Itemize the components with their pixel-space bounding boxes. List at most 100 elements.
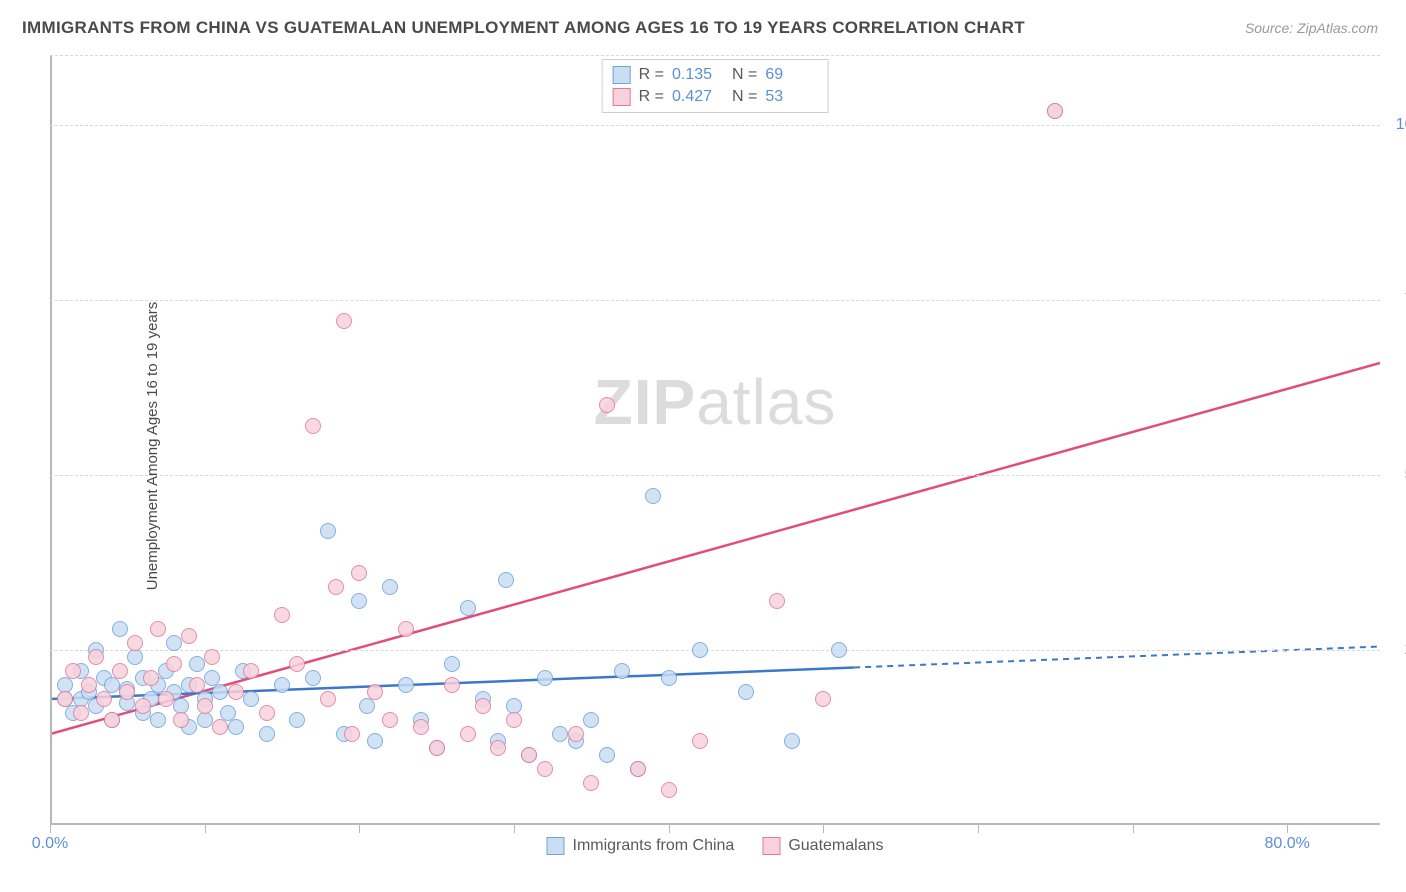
x-tick bbox=[1133, 825, 1134, 833]
data-point bbox=[351, 565, 367, 581]
x-tick bbox=[359, 825, 360, 833]
gridline bbox=[50, 55, 1380, 56]
data-point bbox=[305, 418, 321, 434]
data-point bbox=[204, 649, 220, 665]
series-legend: Immigrants from China Guatemalans bbox=[547, 837, 884, 855]
chart-title: IMMIGRANTS FROM CHINA VS GUATEMALAN UNEM… bbox=[22, 18, 1025, 38]
data-point bbox=[661, 782, 677, 798]
gridline bbox=[50, 125, 1380, 126]
data-point bbox=[398, 677, 414, 693]
x-tick bbox=[1287, 825, 1288, 833]
data-point bbox=[645, 488, 661, 504]
data-point bbox=[166, 656, 182, 672]
data-point bbox=[289, 656, 305, 672]
data-point bbox=[831, 642, 847, 658]
swatch-china bbox=[613, 66, 631, 84]
data-point bbox=[460, 726, 476, 742]
data-point bbox=[382, 579, 398, 595]
n-value-guatemala: 53 bbox=[765, 88, 817, 106]
data-point bbox=[429, 740, 445, 756]
r-value-china: 0.135 bbox=[672, 66, 724, 84]
data-point bbox=[614, 663, 630, 679]
data-point bbox=[1047, 103, 1063, 119]
legend-row-china: R = 0.135 N = 69 bbox=[613, 64, 818, 86]
y-tick-label: 50.0% bbox=[1390, 466, 1406, 484]
y-axis bbox=[50, 55, 52, 825]
data-point bbox=[274, 677, 290, 693]
data-point bbox=[150, 621, 166, 637]
data-point bbox=[398, 621, 414, 637]
legend-label-china: Immigrants from China bbox=[573, 837, 735, 855]
data-point bbox=[521, 747, 537, 763]
data-point bbox=[336, 313, 352, 329]
y-tick-label: 75.0% bbox=[1390, 291, 1406, 309]
data-point bbox=[328, 579, 344, 595]
data-point bbox=[568, 726, 584, 742]
data-point bbox=[367, 733, 383, 749]
data-point bbox=[189, 677, 205, 693]
data-point bbox=[599, 747, 615, 763]
swatch-china-icon bbox=[547, 837, 565, 855]
data-point bbox=[119, 684, 135, 700]
legend-item-guatemalans: Guatemalans bbox=[762, 837, 883, 855]
x-tick-label-min: 0.0% bbox=[32, 835, 68, 853]
data-point bbox=[127, 649, 143, 665]
swatch-guatemala-icon bbox=[762, 837, 780, 855]
data-point bbox=[537, 761, 553, 777]
data-point bbox=[274, 607, 290, 623]
data-point bbox=[692, 733, 708, 749]
x-tick bbox=[978, 825, 979, 833]
data-point bbox=[460, 600, 476, 616]
data-point bbox=[815, 691, 831, 707]
r-label: R = bbox=[639, 66, 664, 84]
source-attribution: Source: ZipAtlas.com bbox=[1245, 20, 1378, 36]
data-point bbox=[344, 726, 360, 742]
x-tick bbox=[669, 825, 670, 833]
data-point bbox=[259, 705, 275, 721]
data-point bbox=[289, 712, 305, 728]
data-point bbox=[498, 572, 514, 588]
data-point bbox=[382, 712, 398, 728]
data-point bbox=[197, 712, 213, 728]
data-point bbox=[88, 649, 104, 665]
n-value-china: 69 bbox=[765, 66, 817, 84]
data-point bbox=[104, 712, 120, 728]
data-point bbox=[112, 621, 128, 637]
data-point bbox=[444, 677, 460, 693]
data-point bbox=[166, 635, 182, 651]
data-point bbox=[738, 684, 754, 700]
r-label: R = bbox=[639, 88, 664, 106]
data-point bbox=[189, 656, 205, 672]
data-point bbox=[228, 719, 244, 735]
data-point bbox=[259, 726, 275, 742]
data-point bbox=[351, 593, 367, 609]
data-point bbox=[784, 733, 800, 749]
data-point bbox=[212, 684, 228, 700]
y-tick-label: 100.0% bbox=[1390, 116, 1406, 134]
data-point bbox=[475, 698, 491, 714]
data-point bbox=[506, 712, 522, 728]
data-point bbox=[228, 684, 244, 700]
legend-row-guatemalans: R = 0.427 N = 53 bbox=[613, 86, 818, 108]
data-point bbox=[96, 691, 112, 707]
data-point bbox=[630, 761, 646, 777]
x-tick bbox=[205, 825, 206, 833]
r-value-guatemala: 0.427 bbox=[672, 88, 724, 106]
legend-label-guatemalans: Guatemalans bbox=[788, 837, 883, 855]
data-point bbox=[692, 642, 708, 658]
x-tick bbox=[50, 825, 51, 833]
data-point bbox=[150, 712, 166, 728]
data-point bbox=[359, 698, 375, 714]
data-point bbox=[583, 712, 599, 728]
n-label: N = bbox=[732, 88, 757, 106]
data-point bbox=[57, 691, 73, 707]
x-tick-label-max: 80.0% bbox=[1265, 835, 1310, 853]
gridline bbox=[50, 475, 1380, 476]
data-point bbox=[413, 719, 429, 735]
data-point bbox=[81, 677, 97, 693]
data-point bbox=[243, 663, 259, 679]
data-point bbox=[320, 691, 336, 707]
data-point bbox=[305, 670, 321, 686]
data-point bbox=[490, 740, 506, 756]
data-point bbox=[661, 670, 677, 686]
